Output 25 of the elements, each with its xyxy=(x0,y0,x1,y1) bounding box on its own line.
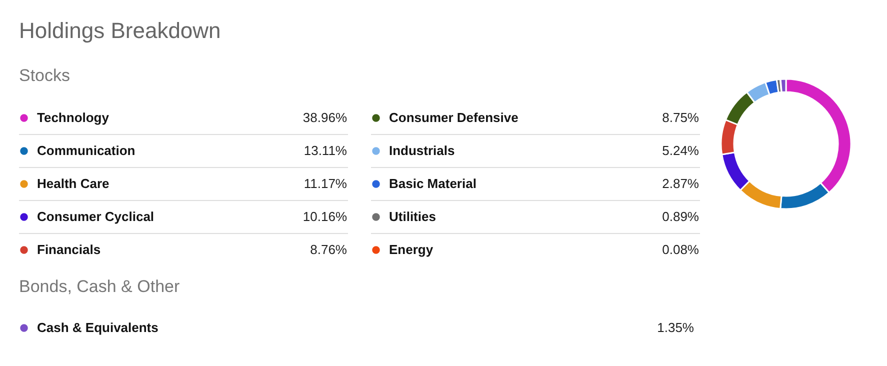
data-label: 13.11% xyxy=(304,143,348,158)
data-label: 0.89% xyxy=(662,209,700,224)
legend-label: Utilities xyxy=(389,209,436,224)
data-label: 8.76% xyxy=(310,242,348,257)
legend-label: Cash & Equivalents xyxy=(37,320,158,335)
text: Bonds, Cash & Other xyxy=(19,277,180,296)
data-label: 38.96% xyxy=(302,110,348,125)
data-label: 0.08% xyxy=(662,242,700,257)
legend-label: Consumer Cyclical xyxy=(37,209,154,224)
legend-label: Energy xyxy=(389,242,434,257)
legend-label: Industrials xyxy=(389,143,455,158)
chart-title: Holdings Breakdown xyxy=(19,18,221,43)
legend-label: Basic Material xyxy=(389,176,476,191)
chart-subtitle: Stocks xyxy=(19,66,70,85)
legend-label: Health Care xyxy=(37,176,110,191)
legend-label: Technology xyxy=(37,110,110,125)
legend-label: Consumer Defensive xyxy=(389,110,518,125)
data-label: 1.35% xyxy=(657,320,694,335)
data-label: 11.17% xyxy=(304,176,348,191)
legend-label: Communication xyxy=(37,143,136,158)
data-label: 10.16% xyxy=(302,209,348,224)
data-label: 2.87% xyxy=(662,176,700,191)
data-label: 5.24% xyxy=(662,143,700,158)
legend-label: Financials xyxy=(37,242,101,257)
data-label: 8.75% xyxy=(662,110,700,125)
